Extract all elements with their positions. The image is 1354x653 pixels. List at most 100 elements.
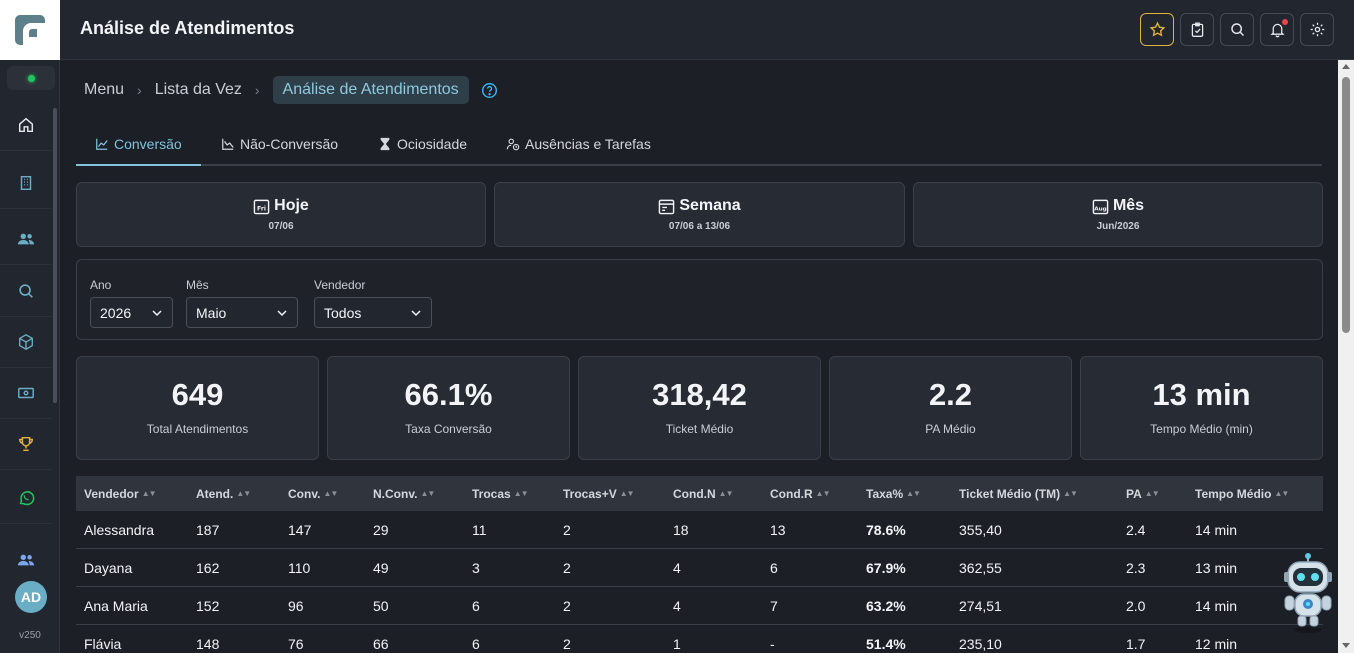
period-label: Mês [1112,197,1145,214]
search-icon [1230,23,1244,36]
filter-mes-select[interactable]: Maio [186,297,298,328]
breadcrumb-lista-da-vez[interactable]: Lista da Vez [154,81,242,98]
filter-vendedor-select[interactable]: Todos [314,297,432,328]
tab-ociosidade[interactable]: Ociosidade [378,124,467,164]
sales-table: Vendedor ▲▼ Atend. ▲▼ Conv. ▲▼ N.Conv. ▲▼ Tr… [76,476,1323,653]
tab-label: Ociosidade [397,136,468,152]
column-header-taxa[interactable]: Taxa% ▲▼ [866,476,921,511]
avatar[interactable]: AD [15,581,47,613]
scroll-down-arrow[interactable] [1342,643,1350,648]
column-header-nconv[interactable]: N.Conv. ▲▼ [373,476,435,511]
column-header-tempo-medio[interactable]: Tempo Médio ▲▼ [1195,476,1289,511]
breadcrumb-current: Análise de Atendimentos [272,76,469,104]
column-header-cond-n[interactable]: Cond.N ▲▼ [673,476,733,511]
scroll-thumb[interactable] [1342,77,1350,333]
kpi-value: 649 [171,377,224,412]
app-version: v250 [19,630,41,641]
cell-trocas-v: 2 [563,597,571,614]
sidebar-item-whatsapp[interactable] [0,473,52,524]
favorite-button[interactable] [1140,13,1174,46]
page-scrollbar[interactable] [1338,60,1354,653]
tasks-button[interactable] [1180,13,1214,46]
table-row[interactable]: Dayana 162 110 49 3 2 4 6 67.9% 362,55 2… [76,549,1323,587]
cell-cond-n: 18 [673,521,689,538]
sidebar-item-home[interactable] [0,100,52,151]
tab-nao-conversao[interactable]: Não-Conversão [221,124,338,164]
sidebar-item-groups[interactable] [0,534,52,585]
cell-cond-n: 4 [673,559,681,576]
period-label: Semana [679,197,741,214]
filter-vendedor-value: Todos [324,304,362,321]
sort-icon: ▲▼ [236,489,251,498]
table-row[interactable]: Flávia 148 76 66 6 2 1 - 51.4% 235,10 1.… [76,625,1323,653]
sort-icon: ▲▼ [906,489,921,498]
breadcrumb-menu[interactable]: Menu [84,81,125,98]
kpi-tempo-medio: 13 min Tempo Médio (min) [1080,356,1323,460]
column-label: Cond.N [673,486,716,501]
column-header-trocas-v[interactable]: Trocas+V ▲▼ [563,476,635,511]
table-row[interactable]: Ana Maria 152 96 50 6 2 4 7 63.2% 274,51… [76,587,1323,625]
filter-vendedor-label: Vendedor [314,278,366,292]
cell-tempo-medio: 12 min [1195,635,1238,652]
cell-vendedor: Alessandra [84,521,155,538]
cell-vendedor: Dayana [84,559,133,576]
cell-vendedor: Flávia [84,635,122,652]
sidebar-item-stores[interactable] [0,158,52,209]
kpi-pa-medio: 2.2 PA Médio [829,356,1072,460]
line-chart-icon [96,138,108,150]
column-header-trocas[interactable]: Trocas ▲▼ [472,476,529,511]
cell-nconv: 29 [373,521,389,538]
period-label: Hoje [274,197,309,214]
breadcrumb: Menu › Lista da Vez › Análise de Atendim… [84,75,498,105]
cell-atend: 148 [196,635,220,652]
app-logo[interactable] [0,0,60,60]
search-button[interactable] [1220,13,1254,46]
kpi-label: Ticket Médio [665,422,734,436]
box-icon [19,334,33,350]
kpi-total-atendimentos: 649 Total Atendimentos [76,356,319,460]
column-label: PA [1126,486,1142,501]
column-header-cond-r[interactable]: Cond.R ▲▼ [770,476,830,511]
column-label: N.Conv. [373,486,418,501]
column-header-vendedor[interactable]: Vendedor ▲▼ [84,476,157,511]
table-row[interactable]: Alessandra 187 147 29 11 2 18 13 78.6% 3… [76,511,1323,549]
column-header-pa[interactable]: PA ▲▼ [1126,476,1160,511]
sidebar-item-cash[interactable] [0,368,52,419]
column-label: Trocas+V [563,486,617,501]
tab-conversao[interactable]: Conversão [76,124,201,166]
cell-conv: 147 [288,521,312,538]
column-label: Tempo Médio [1195,486,1272,501]
settings-button[interactable] [1300,13,1334,46]
online-dot [27,74,35,82]
tab-ausencias[interactable]: Ausências e Tarefas [506,124,651,164]
sidebar-scrollbar[interactable] [53,108,57,403]
column-header-atend[interactable]: Atend. ▲▼ [196,476,251,511]
cell-tempo-medio: 13 min [1195,559,1238,576]
group-icon [17,554,35,565]
sidebar-item-products[interactable] [0,317,52,368]
chart-down-icon [222,138,234,150]
cell-taxa: 51.4% [866,635,906,652]
page-title: Análise de Atendimentos [80,18,295,38]
sidebar-item-ranking[interactable] [0,419,52,470]
period-hoje[interactable]: Fri Hoje 07/06 [76,182,486,247]
help-icon[interactable] [481,82,498,99]
sidebar-item-search[interactable] [0,266,52,317]
cell-cond-n: 1 [673,635,681,652]
filter-mes-value: Maio [196,304,227,321]
sidebar-item-team[interactable] [0,214,52,265]
cell-trocas-v: 2 [563,521,571,538]
robot-assistant-icon[interactable] [1280,552,1336,634]
column-header-ticket-medio[interactable]: Ticket Médio (TM) ▲▼ [959,476,1078,511]
cash-icon [18,387,34,399]
period-semana[interactable]: Semana 07/06 a 13/06 [494,182,905,247]
column-header-conv[interactable]: Conv. ▲▼ [288,476,338,511]
period-range: 07/06 a 13/06 [668,221,731,232]
column-label: Cond.R [770,486,813,501]
period-mes[interactable]: Aug Mês Jun/2026 [913,182,1323,247]
filter-ano-select[interactable]: 2026 [90,297,173,328]
top-header: Análise de Atendimentos [60,0,1354,60]
home-icon [18,117,34,133]
notifications-button[interactable] [1260,13,1294,46]
scroll-up-arrow[interactable] [1342,64,1350,69]
